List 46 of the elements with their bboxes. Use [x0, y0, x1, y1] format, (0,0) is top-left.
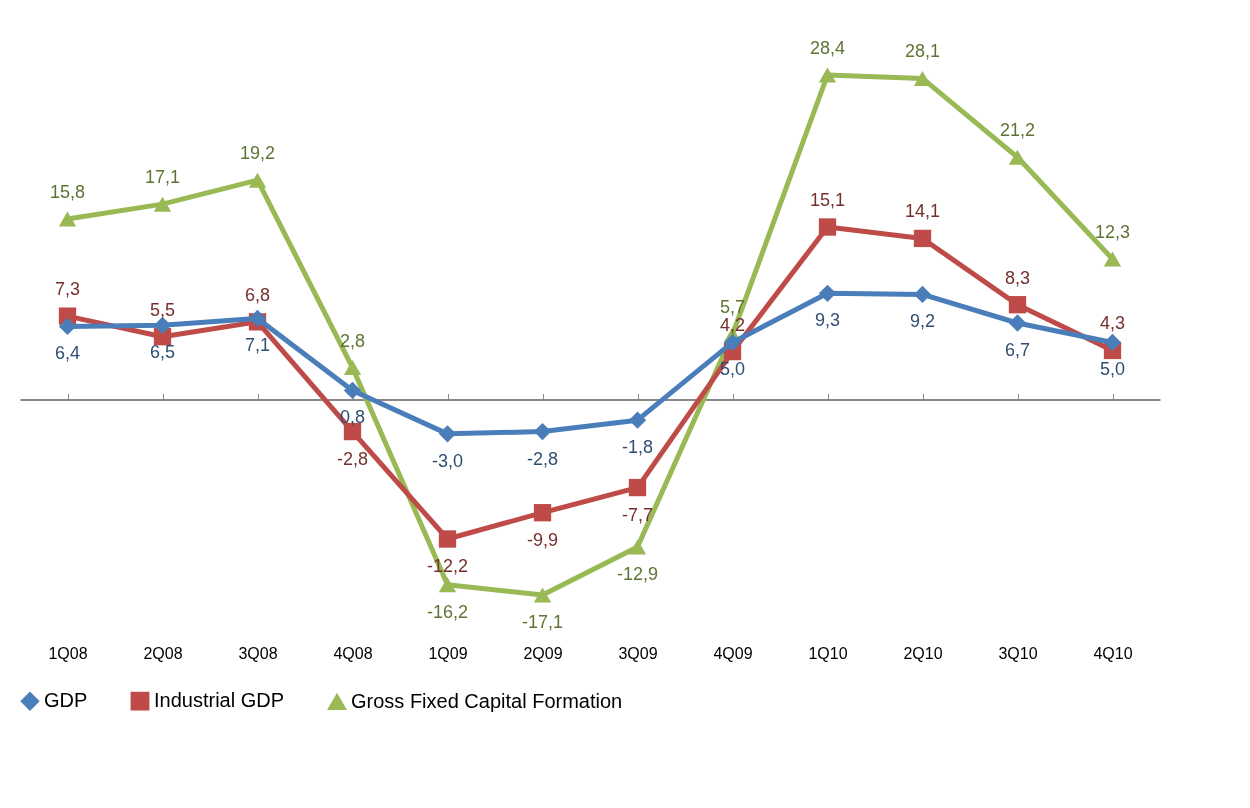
data-label: -9,9 — [526, 529, 559, 550]
data-label: 21,2 — [999, 120, 1036, 141]
x-tick-label: 2Q10 — [903, 644, 943, 662]
data-label: -1,8 — [621, 437, 654, 458]
x-tick-label: 1Q09 — [428, 644, 468, 662]
x-tick-label: 4Q10 — [1093, 644, 1133, 662]
data-label: 14,1 — [904, 201, 941, 222]
data-label: 5,5 — [149, 299, 176, 320]
data-label: -3,0 — [431, 450, 464, 471]
x-tick-label: 1Q10 — [808, 644, 848, 662]
x-tick-label: 3Q09 — [618, 644, 658, 662]
x-tick-label: 2Q09 — [523, 644, 563, 662]
data-label: 5,0 — [719, 359, 746, 380]
data-label: -17,1 — [521, 612, 564, 632]
data-label: 2,8 — [339, 330, 366, 351]
data-label: 8,3 — [1004, 267, 1031, 288]
data-label: 9,3 — [814, 310, 841, 331]
x-tick-label: 3Q08 — [238, 644, 278, 662]
data-label: 15,8 — [49, 182, 86, 202]
data-label: 6,4 — [54, 343, 81, 364]
x-tick-label: 4Q09 — [713, 644, 753, 662]
data-label: 6,7 — [1004, 340, 1031, 360]
data-label: -2,8 — [526, 448, 559, 469]
data-label: 6,8 — [244, 284, 271, 305]
data-label: 19,2 — [239, 143, 276, 164]
legend-label: Industrial GDP — [154, 689, 285, 712]
data-label: -2,8 — [336, 448, 369, 469]
x-tick-label: 3Q10 — [998, 644, 1038, 662]
data-label: -16,2 — [426, 601, 469, 622]
data-label: 28,1 — [904, 41, 941, 62]
data-label: 15,1 — [809, 190, 846, 210]
data-label: 28,4 — [809, 38, 846, 58]
legend-label: GDP — [44, 689, 88, 712]
data-label: 7,1 — [244, 335, 271, 356]
x-tick-label: 1Q08 — [48, 644, 88, 662]
x-tick-label: 2Q08 — [143, 644, 183, 662]
data-label: -12,9 — [616, 564, 659, 584]
data-label: 7,3 — [54, 279, 81, 300]
x-tick-label: 4Q08 — [333, 644, 373, 662]
data-label: 17,1 — [144, 167, 181, 188]
data-label: 4,3 — [1099, 313, 1126, 334]
data-label: 6,5 — [149, 342, 176, 363]
data-label: 12,3 — [1094, 222, 1131, 242]
data-label: 5,0 — [1099, 359, 1126, 380]
data-label: 9,2 — [909, 311, 936, 332]
legend-label: Gross Fixed Capital Formation — [351, 689, 623, 712]
